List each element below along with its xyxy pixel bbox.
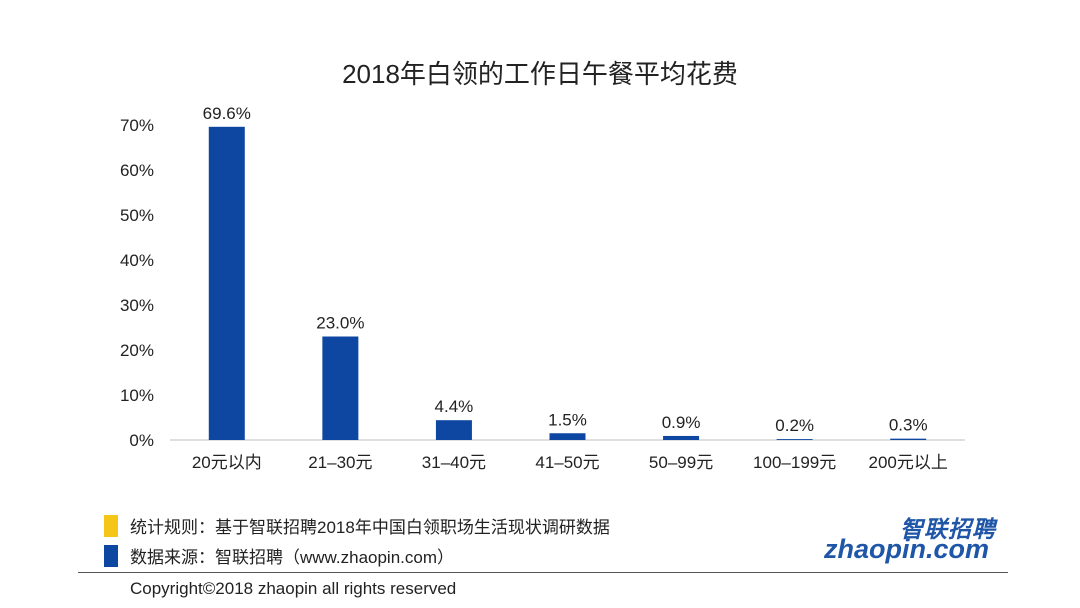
x-tick-label: 20元以内 [192, 453, 262, 472]
footer-divider [78, 572, 1008, 573]
y-tick-label: 50% [120, 206, 154, 225]
data-label: 0.9% [662, 413, 701, 432]
y-tick-label: 0% [129, 431, 154, 450]
y-tick-label: 30% [120, 296, 154, 315]
y-tick-label: 70% [120, 116, 154, 135]
y-tick-label: 10% [120, 386, 154, 405]
data-label: 69.6% [203, 104, 251, 123]
legend-source-text: 数据来源：智联招聘（www.zhaopin.com） [130, 548, 455, 567]
bar [663, 435, 700, 440]
yellow-swatch-icon [104, 514, 118, 537]
bar [776, 439, 813, 440]
x-tick-label: 200元以上 [869, 453, 948, 472]
bar [549, 433, 586, 440]
bar [435, 420, 472, 440]
y-tick-label: 20% [120, 341, 154, 360]
x-tick-label: 21–30元 [308, 453, 372, 472]
legend-row-source: 数据来源：智联招聘（www.zhaopin.com） [104, 543, 454, 568]
x-tick-label: 50–99元 [649, 453, 713, 472]
data-label: 0.3% [889, 416, 928, 435]
data-label: 23.0% [316, 314, 364, 333]
legend-row-rule: 统计规则：基于智联招聘2018年中国白领职场生活现状调研数据 [104, 513, 610, 538]
y-tick-label: 60% [120, 161, 154, 180]
chart-title: 2018年白领的工作日午餐平均花费 [342, 59, 738, 89]
legend-rule-text: 统计规则：基于智联招聘2018年中国白领职场生活现状调研数据 [130, 518, 610, 537]
bar-chart: 0% 10% 20% 30% 40% 50% 60% 70% 69.6% 20元以内 23.0% 21… [120, 104, 965, 472]
zhaopin-logo: 智联招聘 zhaopin.com [824, 510, 1014, 580]
x-tick-label: 100–199元 [753, 453, 836, 472]
y-tick-label: 40% [120, 251, 154, 270]
copyright-text: Copyright©2018 zhaopin all rights reserv… [130, 579, 457, 598]
bar [208, 126, 245, 441]
data-label: 4.4% [435, 397, 474, 416]
x-tick-label: 31–40元 [422, 453, 486, 472]
data-label: 1.5% [548, 410, 587, 429]
logo-en-text: zhaopin.com [824, 534, 990, 564]
blue-swatch-icon [104, 544, 118, 567]
bar [890, 438, 927, 440]
data-label: 0.2% [775, 416, 814, 435]
logo-cn-text: 智联招聘 [900, 516, 996, 542]
bar [322, 336, 359, 440]
x-tick-label: 41–50元 [535, 453, 599, 472]
